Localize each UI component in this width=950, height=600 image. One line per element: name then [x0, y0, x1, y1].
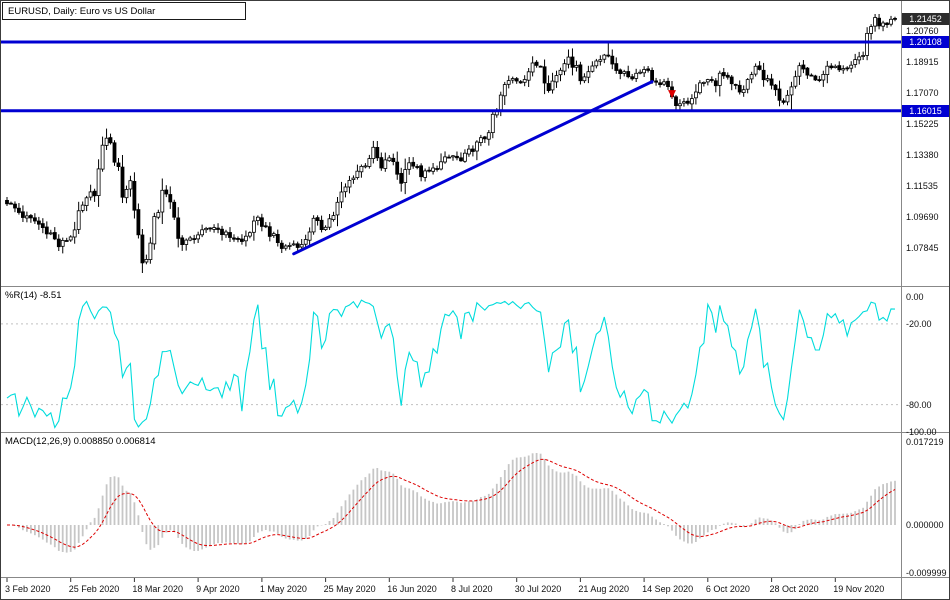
date-label: 6 Oct 2020: [705, 584, 750, 594]
hline-upper-badge: 1.20108: [902, 35, 949, 48]
price-axis-label: 1.11535: [906, 181, 938, 191]
date-label: 8 Jul 2020: [450, 584, 493, 594]
chart-title-box: EURUSD, Daily: Euro vs US Dollar: [2, 2, 246, 20]
date-label: 19 Nov 2020: [833, 584, 885, 594]
date-label: 30 Jul 2020: [514, 584, 562, 594]
date-label: 25 Feb 2020: [68, 584, 120, 594]
price-axis-label: 1.07845: [906, 243, 939, 253]
sell-arrow-icon: [668, 90, 677, 99]
date-label: 18 Mar 2020: [132, 584, 183, 594]
date-label: 3 Feb 2020: [5, 584, 51, 594]
date-label: 14 Sep 2020: [642, 584, 694, 594]
date-label: 1 May 2020: [259, 584, 307, 594]
wpr-indicator-label: %R(14) -8.51: [5, 290, 62, 301]
macd-axis-label: 0.017219: [906, 437, 944, 447]
overlays-layer: [1, 40, 901, 256]
date-label: 25 May 2020: [323, 584, 376, 594]
price-axis-label: 1.09690: [906, 212, 939, 222]
macd-layer: [7, 453, 896, 553]
date-label: 21 Aug 2020: [578, 584, 629, 594]
price-axis-label: 1.17070: [906, 88, 939, 98]
price-axis-label: 1.15225: [906, 119, 939, 129]
date-label: 28 Oct 2020: [769, 584, 819, 594]
trend-line: [292, 80, 654, 256]
date-label: 9 Apr 2020: [196, 584, 240, 594]
wpr-layer: [1, 299, 901, 429]
candles-layer: [5, 14, 897, 273]
wpr-axis-label: -80.00: [906, 399, 932, 410]
wpr-axis-label: 0.00: [906, 292, 924, 302]
current-price-badge: 1.21452: [902, 13, 949, 26]
wpr-axis-label: -20.00: [906, 318, 932, 329]
chart-title: EURUSD, Daily: Euro vs US Dollar: [8, 5, 156, 17]
macd-indicator-label: MACD(12,26,9) 0.008850 0.006814: [5, 436, 156, 447]
price-axis-label: 1.18915: [906, 57, 939, 67]
hline-lower-badge: 1.16015: [902, 104, 949, 117]
date-label: 16 Jun 2020: [387, 584, 437, 594]
price-axis-label: 1.13380: [906, 150, 939, 160]
price-axis-label: 1.20760: [906, 26, 939, 36]
macd-axis-label: -0.009999: [906, 568, 947, 578]
macd-axis-label: 0.000000: [906, 520, 944, 530]
wpr-axis-label: -100.00: [906, 426, 937, 437]
